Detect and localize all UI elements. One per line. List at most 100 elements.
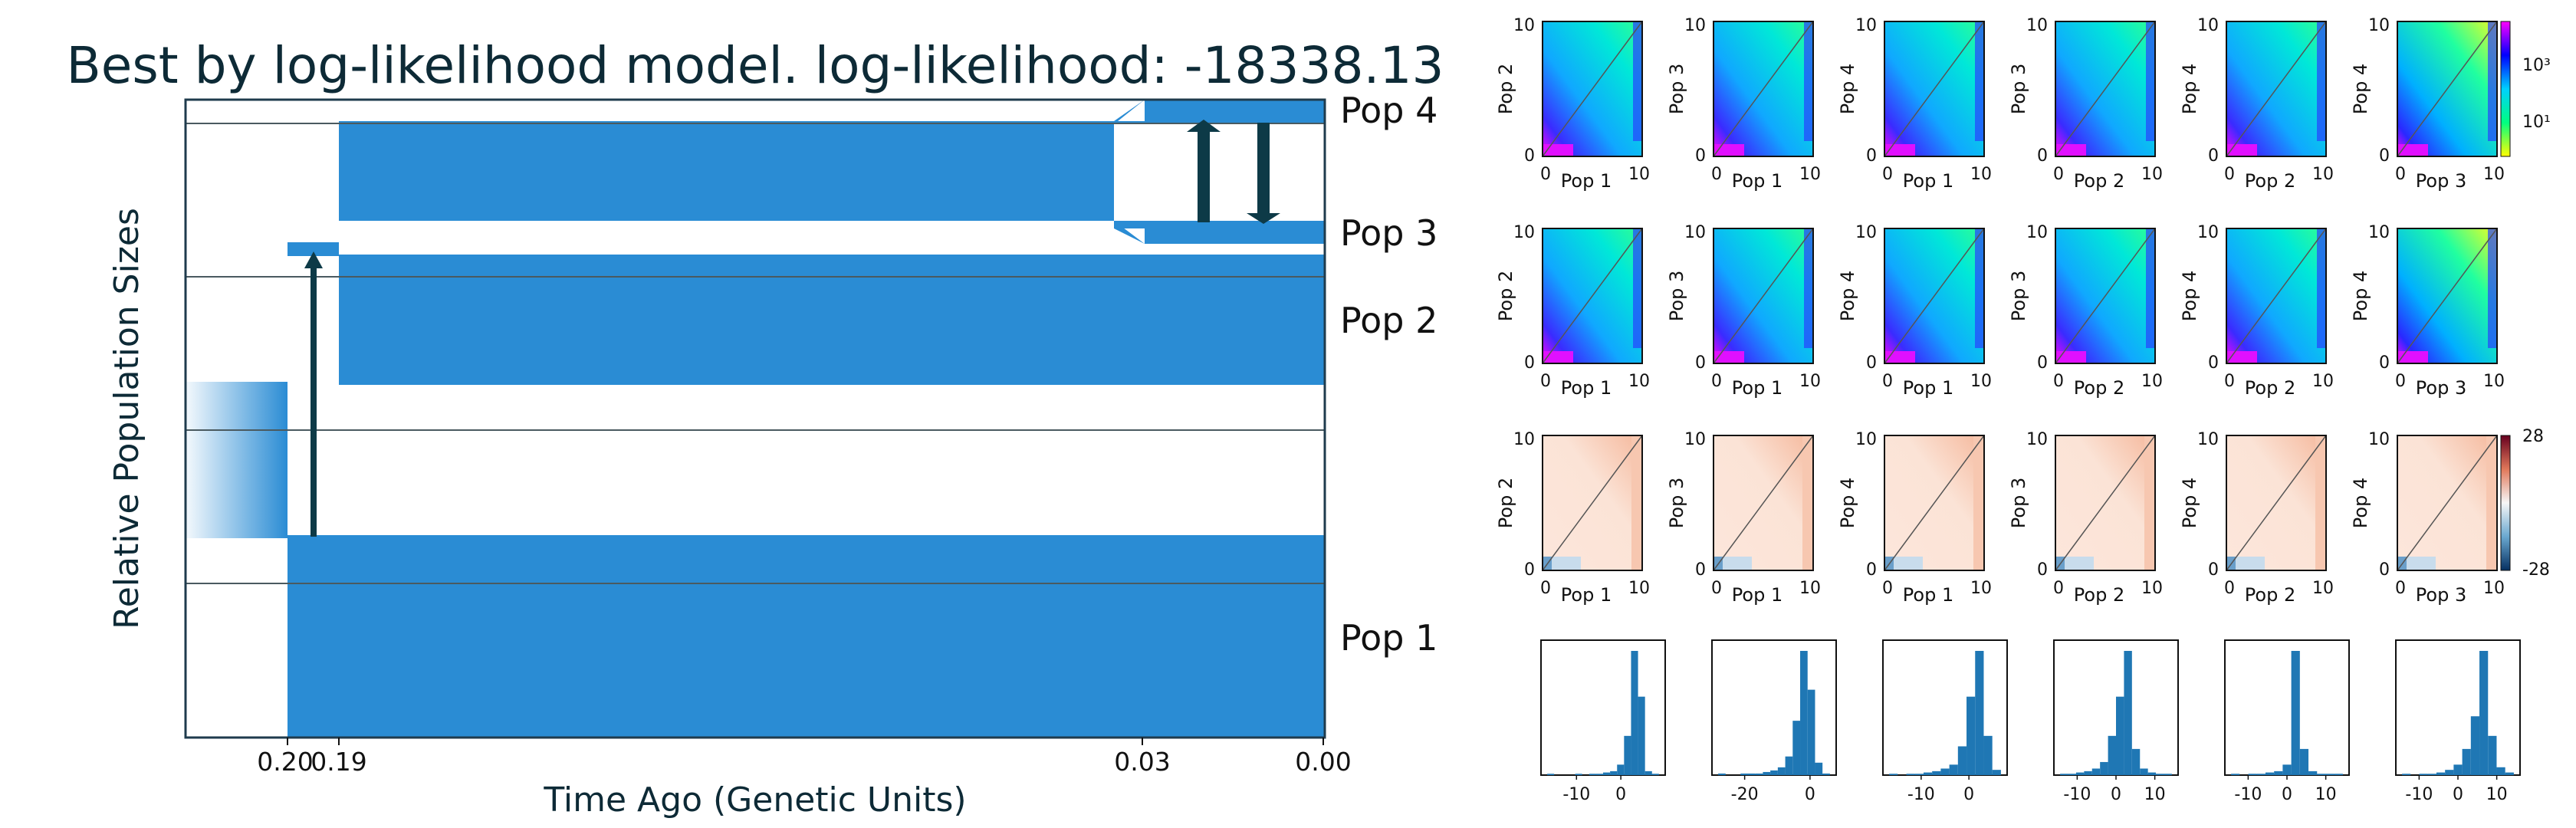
y-tick-min: 0 (2037, 560, 2048, 580)
pop-3-gap-fill (1114, 221, 1145, 228)
x-tick-min: 0 (2224, 579, 2235, 598)
x-tick-max: 10 (1970, 165, 1992, 184)
negative-residual-cells (2226, 557, 2265, 570)
histogram-bar (2156, 774, 2164, 775)
histogram-bar (1638, 696, 1645, 775)
x-tick-label: 0 (2111, 785, 2121, 804)
edge-residual-cells (1802, 435, 1813, 570)
data-sfs-panel-3: 10 00 10 Pop 1 Pop 4 (1837, 223, 1992, 399)
histogram-bar (2265, 772, 2275, 775)
histogram-bar (2445, 770, 2454, 775)
data-sfs-panel-1: 10 00 10 Pop 1 Pop 2 (1495, 223, 1650, 399)
histogram-bar (2317, 774, 2326, 775)
y-tick-max: 10 (1855, 223, 1877, 242)
y-tick-min: 0 (2037, 353, 2048, 373)
x-tick-label: 0 (1805, 785, 1815, 804)
x-tick-min: 0 (1882, 372, 1893, 391)
y-tick-max: 10 (1684, 223, 1706, 242)
y-axis-label: Pop 3 (2008, 478, 2029, 528)
histogram-bar (1957, 746, 1967, 775)
y-axis-label: Pop 3 (1666, 478, 1687, 528)
panel-frame (1711, 639, 1837, 776)
data-sfs-panel-6: 10 00 10 Pop 3 Pop 4 (2350, 223, 2505, 399)
diagonal-line (2226, 435, 2327, 571)
histogram-bar (1718, 773, 1726, 775)
histogram-bar (1975, 651, 1984, 775)
edge-cells (2146, 228, 2155, 348)
x-tick-label: -10 (2063, 785, 2091, 804)
residual-histogram-panel-5: -10 0 10 (2224, 639, 2350, 804)
histogram-bar (1575, 774, 1582, 775)
histogram-bar (1792, 721, 1801, 775)
x-tick-max: 10 (1628, 579, 1650, 598)
x-tick-min: 0 (2053, 579, 2064, 598)
histogram-bar (1589, 774, 1596, 775)
x-axis-label: Pop 1 (1561, 170, 1612, 192)
x-tick-max: 10 (2312, 372, 2334, 391)
panel-frame (2226, 228, 2327, 364)
residuals-panel-2: 10 00 10 Pop 1 Pop 3 (1666, 430, 1821, 606)
histogram-bar (1610, 770, 1618, 775)
x-tick-min: 0 (2395, 579, 2406, 598)
histogram-bar (2427, 774, 2436, 775)
model-sfs-panel-6: 10 00 10 Pop 3 Pop 4 (2350, 16, 2505, 192)
x-axis-label: Pop 3 (2416, 170, 2466, 192)
diagonal-line (2226, 21, 2327, 157)
edge-residual-cells (2144, 435, 2155, 570)
histogram-bar (2256, 774, 2266, 775)
histogram-bar (1967, 696, 1976, 775)
histogram-bar (1547, 774, 1555, 775)
panel-frame (2397, 21, 2498, 157)
histogram-bar (2479, 651, 2489, 775)
x-tick-max: 10 (1970, 372, 1992, 391)
panel-frame (2055, 228, 2156, 364)
colorbar-gradient (2500, 435, 2511, 571)
y-tick-min: 0 (1866, 146, 1877, 166)
panel-frame (2226, 435, 2327, 571)
x-axis-label: Pop 2 (2245, 377, 2295, 399)
x-tick-label-1: 0.19 (310, 747, 366, 777)
pop-3-4-gap (1145, 124, 1325, 221)
y-tick-max: 10 (2197, 16, 2219, 35)
data-sfs-panel-2: 10 00 10 Pop 1 Pop 3 (1666, 223, 1821, 399)
y-axis-label: Pop 2 (1495, 271, 1516, 321)
y-axis-label: Pop 4 (2179, 478, 2200, 528)
model-sfs-panel-5: 10 00 10 Pop 2 Pop 4 (2179, 16, 2334, 192)
x-tick-max: 10 (2141, 372, 2163, 391)
y-tick-max: 10 (2368, 223, 2390, 242)
y-tick-max: 10 (1513, 430, 1535, 449)
x-tick-min: 0 (2053, 372, 2064, 391)
histogram-bar (2131, 748, 2141, 775)
y-tick-min: 0 (1695, 353, 1706, 373)
diagonal-line (2397, 21, 2498, 157)
y-tick-max: 10 (1684, 430, 1706, 449)
low-freq-cells (1543, 144, 1573, 156)
data-sfs-panel-4: 10 00 10 Pop 2 Pop 3 (2008, 223, 2163, 399)
x-axis-label: Pop 2 (2245, 584, 2295, 606)
x-tick-max: 10 (2141, 579, 2163, 598)
histogram-bar (1603, 772, 1611, 775)
histogram-bar (2282, 764, 2292, 775)
demographic-plot-frame (184, 98, 1326, 739)
data-sfs-panel-5: 10 00 10 Pop 2 Pop 4 (2179, 223, 2334, 399)
histogram-bar (2248, 774, 2257, 775)
x-axis-label: Pop 2 (2245, 170, 2295, 192)
y-tick-min: 0 (2037, 146, 2048, 166)
x-tick-label: 10 (2486, 785, 2508, 804)
x-tick-max: 10 (2141, 165, 2163, 184)
x-tick-max: 10 (2483, 372, 2505, 391)
x-axis-label: Pop 1 (1903, 170, 1953, 192)
histogram-bar (2274, 770, 2283, 775)
x-tick-label-3: 0.00 (1295, 747, 1351, 777)
panel-frame (1540, 639, 1666, 776)
y-tick-min: 0 (1695, 146, 1706, 166)
migration-arrow-1 (304, 251, 323, 537)
residual-histogram-panel-6: -10 0 10 (2395, 639, 2521, 804)
histogram-bar (2164, 774, 2172, 775)
panel-frame (1884, 21, 1985, 157)
pop-2-ancestral-branch-shape (288, 242, 339, 256)
histogram-bar (1747, 773, 1756, 775)
y-tick-min: 0 (1524, 353, 1535, 373)
migration-arrow-3 (1247, 123, 1280, 224)
diagonal-line (1713, 435, 1814, 571)
